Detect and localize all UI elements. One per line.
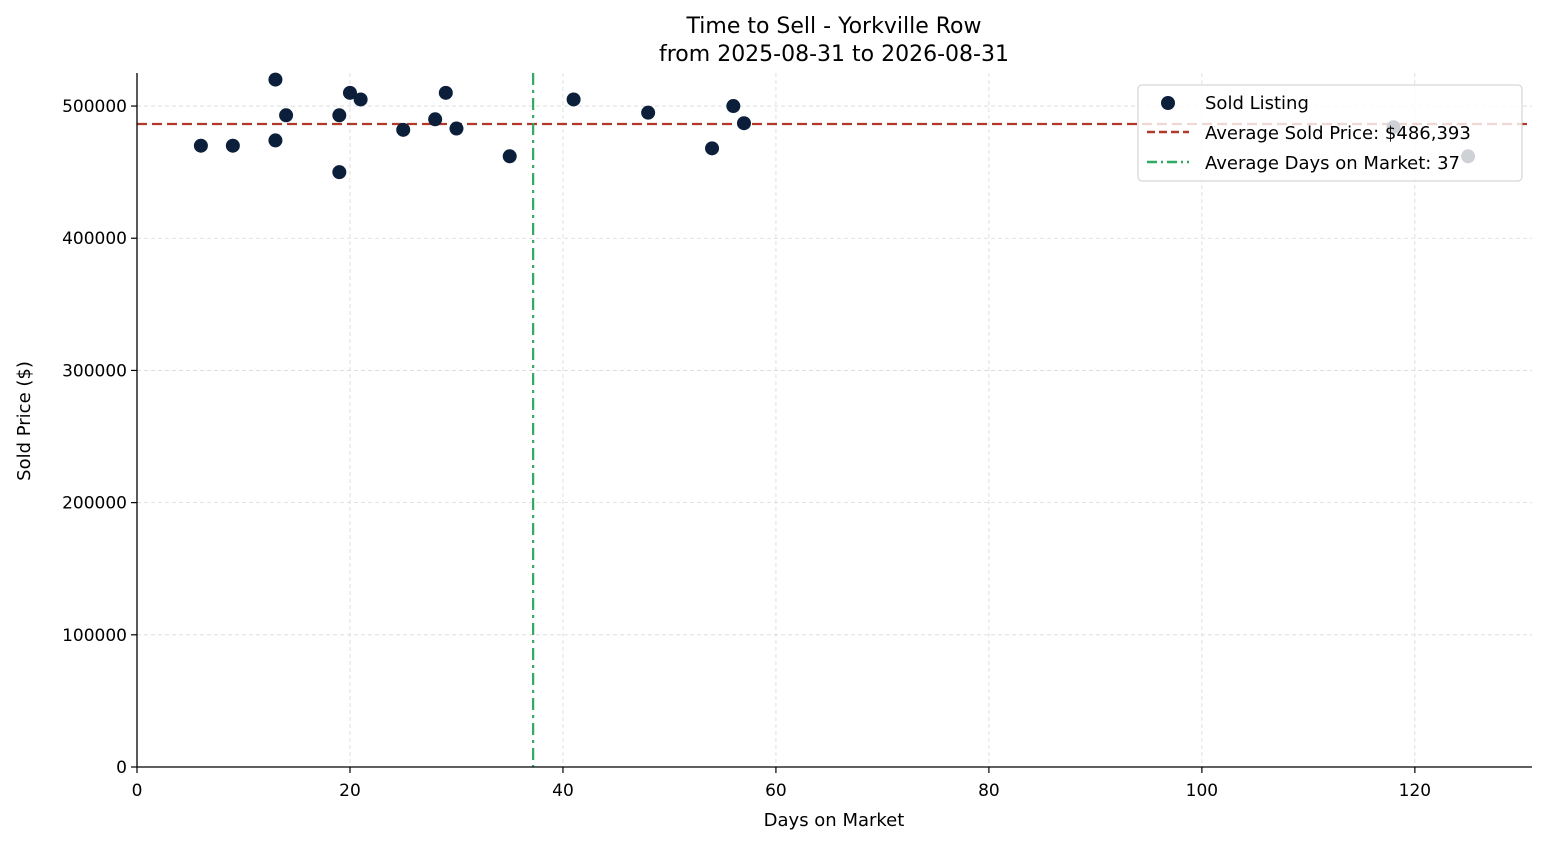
data-point: [193, 138, 208, 153]
data-point: [438, 85, 453, 100]
y-tick-label: 0: [116, 758, 127, 778]
y-tick-label: 100000: [62, 626, 127, 646]
y-tick-label: 200000: [62, 494, 127, 514]
data-point: [705, 141, 720, 156]
grid-lines: [137, 73, 1532, 767]
data-points: [193, 72, 1476, 180]
data-point: [268, 133, 283, 148]
legend-marker-sold-listing: [1161, 96, 1175, 110]
data-point: [332, 165, 347, 180]
data-point: [332, 108, 347, 123]
x-tick-label: 80: [978, 781, 1000, 801]
y-axis-label: Sold Price ($): [14, 361, 35, 481]
y-tick-label: 500000: [62, 97, 127, 117]
x-tick-label: 100: [1186, 781, 1218, 801]
y-tick-label: 300000: [62, 361, 127, 381]
data-point: [726, 99, 741, 114]
x-tick-label: 60: [765, 781, 787, 801]
legend-label-average-days: Average Days on Market: 37: [1205, 153, 1460, 174]
data-point: [342, 85, 357, 100]
y-tick-label: 400000: [62, 229, 127, 249]
data-point: [353, 92, 368, 107]
x-axis-label: Days on Market: [764, 810, 905, 831]
legend-label-sold-listing: Sold Listing: [1205, 93, 1309, 114]
data-point: [641, 105, 656, 120]
data-point: [736, 116, 751, 131]
x-tick-label: 20: [339, 781, 361, 801]
data-point: [279, 108, 294, 123]
data-point: [268, 72, 283, 87]
x-tick-label: 0: [132, 781, 143, 801]
chart-title: Time to Sell - Yorkville Row: [686, 14, 982, 39]
legend-box: [1137, 84, 1523, 182]
legend-label-average-price: Average Sold Price: $486,393: [1205, 123, 1471, 144]
data-point: [396, 122, 411, 137]
data-point: [502, 149, 517, 164]
chart-subtitle: from 2025-08-31 to 2026-08-31: [659, 42, 1009, 67]
tick-labels: 0 20 40 60 80 100 120 0 100000 200000 300000 400000…: [62, 97, 1431, 801]
data-point: [428, 112, 443, 127]
x-tick-label: 40: [552, 781, 574, 801]
data-point: [566, 92, 581, 107]
axes: [131, 73, 1532, 773]
data-point: [449, 121, 464, 136]
data-point: [225, 138, 240, 153]
x-tick-label: 120: [1399, 781, 1431, 801]
legend: Sold Listing Average Sold Price: $486,39…: [1137, 84, 1523, 182]
